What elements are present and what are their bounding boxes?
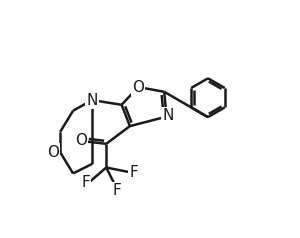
Text: O: O [75, 133, 87, 148]
Text: F: F [129, 165, 138, 180]
Text: F: F [81, 175, 90, 190]
Text: O: O [132, 79, 144, 94]
Text: N: N [162, 108, 173, 123]
Text: N: N [86, 93, 98, 108]
Text: F: F [112, 183, 121, 198]
Text: O: O [47, 145, 59, 160]
